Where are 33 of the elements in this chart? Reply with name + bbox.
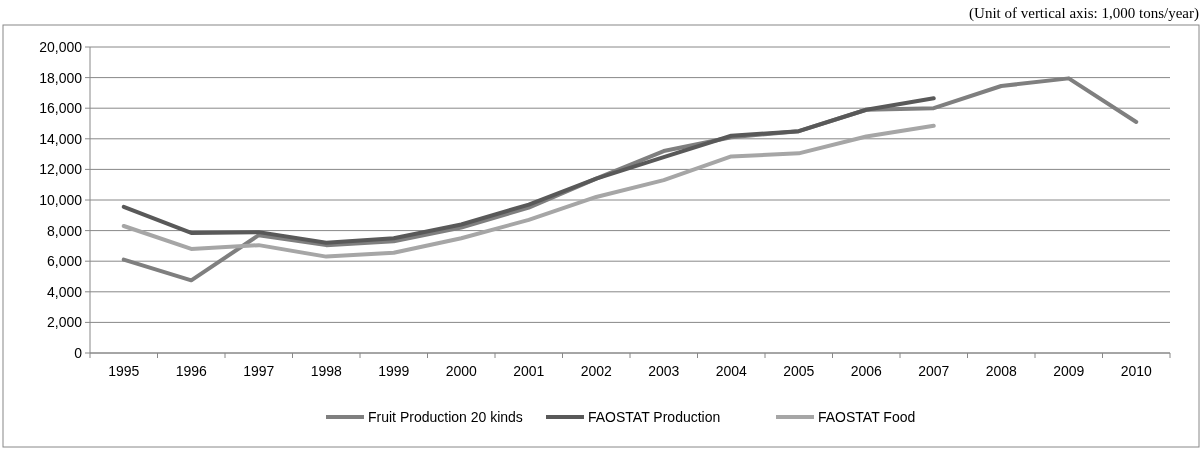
x-tick-label: 2010 [1120,363,1153,379]
x-tick-label: 2004 [715,363,748,379]
x-tick-label: 1996 [175,363,208,379]
x-tick-label: 2002 [580,363,613,379]
x-tick-label: 2003 [648,363,680,379]
y-tick-label: 0 [74,344,83,361]
y-tick-label: 6,000 [46,253,83,270]
line-series [121,96,936,245]
x-tick-label: 2006 [850,363,883,379]
legend-label: FAOSTAT Production [588,408,721,425]
x-tick-label: 1999 [378,363,410,379]
x-tick-label: 1997 [243,363,275,379]
y-tick-label: 20,000 [39,38,83,55]
x-tick-label: 1995 [108,363,140,379]
x-tick-label: 1998 [310,363,343,379]
y-tick-label: 12,000 [39,161,83,178]
y-tick-label: 10,000 [39,191,83,208]
legend-label: Fruit Production 20 kinds [368,408,523,425]
y-tick-label: 14,000 [39,130,83,147]
legend-label: FAOSTAT Food [818,408,916,425]
y-tick-label: 16,000 [39,100,83,117]
y-tick-label: 8,000 [46,222,83,239]
y-tick-label: 2,000 [46,314,83,331]
x-tick-label: 2008 [985,363,1018,379]
x-tick-label: 2005 [783,363,815,379]
x-tick-label: 2000 [445,363,478,379]
y-tick-label: 4,000 [46,283,83,300]
text: (Unit of vertical axis: 1,000 tons/year) [969,5,1199,22]
x-tick-label: 2009 [1053,363,1085,379]
y-tick-label: 18,000 [39,69,83,86]
x-tick-label: 2001 [513,363,545,379]
x-tick-label: 2007 [918,363,950,379]
line-series [121,123,936,259]
